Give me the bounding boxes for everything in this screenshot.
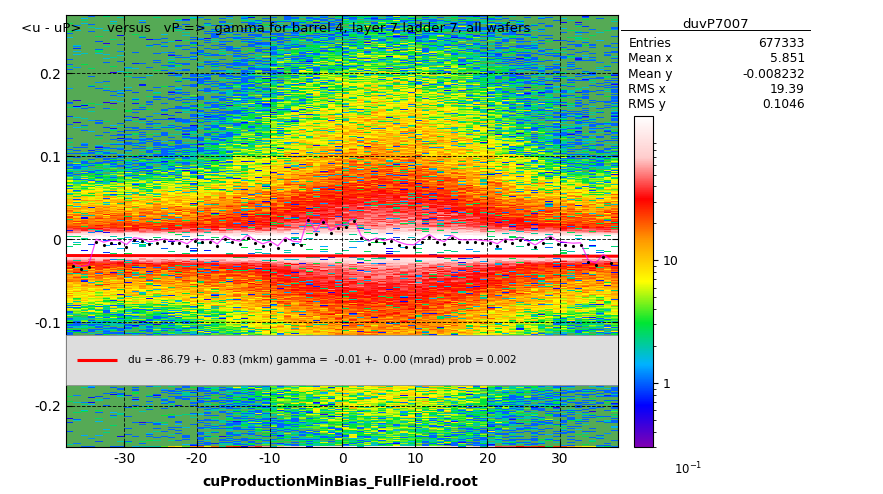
Text: -0.008232: -0.008232	[742, 68, 805, 81]
Text: 677333: 677333	[758, 38, 805, 50]
Text: RMS x: RMS x	[629, 83, 666, 96]
Text: 0.1046: 0.1046	[762, 98, 805, 111]
Text: 19.39: 19.39	[770, 83, 805, 96]
Text: $\mathregular{10^{-1}}$: $\mathregular{10^{-1}}$	[674, 460, 703, 477]
Text: Entries: Entries	[629, 38, 671, 50]
FancyBboxPatch shape	[66, 335, 618, 385]
Text: 5.851: 5.851	[770, 52, 805, 66]
Text: Mean y: Mean y	[629, 68, 673, 81]
Text: cuProductionMinBias_FullField.root: cuProductionMinBias_FullField.root	[202, 475, 478, 489]
Text: duvP7007: duvP7007	[683, 18, 749, 32]
Text: du = -86.79 +-  0.83 (mkm) gamma =  -0.01 +-  0.00 (mrad) prob = 0.002: du = -86.79 +- 0.83 (mkm) gamma = -0.01 …	[128, 355, 517, 365]
Text: RMS y: RMS y	[629, 98, 666, 111]
Text: Mean x: Mean x	[629, 52, 673, 66]
Text: <u - uP>      versus   vP =>  gamma for barrel 4, layer 7 ladder 7, all wafers: <u - uP> versus vP => gamma for barrel 4…	[21, 22, 531, 35]
